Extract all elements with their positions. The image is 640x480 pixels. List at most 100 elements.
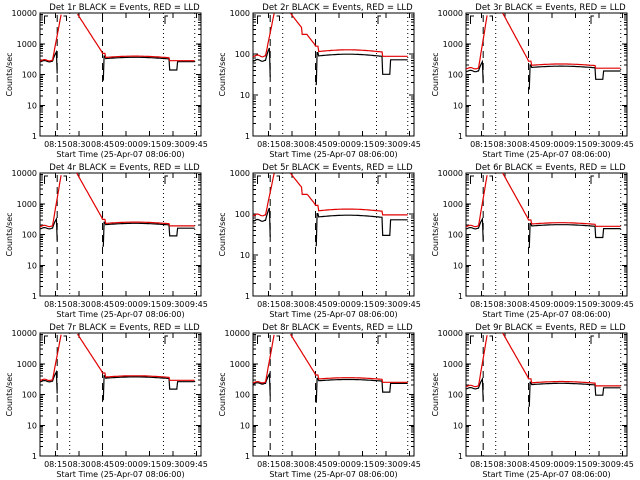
y-tick-label: 100 [448,391,463,400]
y-tick-label: 10 [453,101,463,110]
bracket-annotation [377,15,382,24]
x-tick-label: 08:45 [517,140,540,149]
events-series-line [252,371,408,403]
x-tick-label: 08:45 [91,300,114,309]
events-series-line [465,59,621,90]
x-tick-label: 08:15 [470,140,493,149]
y-axis-label: Counts/sec [218,52,227,96]
panel-3: Det 3r BLACK = Events, RED = LLD 1 10 100 10… [431,3,634,159]
y-tick-label: 100 [22,231,37,240]
y-tick-label: 10 [240,421,250,430]
y-tick-label: 1000 [17,40,37,49]
x-tick-label: 09:15 [138,300,161,309]
x-tick-label: 09:45 [185,140,208,149]
y-tick-label: 10 [240,251,250,260]
y-tick-label: 1000 [230,9,250,18]
y-tick-label: 100 [448,231,463,240]
lld-series-line [39,333,195,382]
x-tick-label: 08:45 [517,300,540,309]
x-tick-label: 09:15 [351,300,374,309]
y-tick-label: 10000 [12,329,37,338]
x-tick-label: 08:45 [91,140,114,149]
x-tick-label: 09:30 [587,140,610,149]
x-tick-label: 08:15 [257,140,280,149]
bracket-annotation [63,15,68,21]
x-tick-label: 09:00 [114,300,137,309]
panel-title: Det 1r BLACK = Events, RED = LLD [49,3,200,13]
x-tick-label: 09:00 [540,140,563,149]
events-series-line [39,49,195,81]
x-tick-label: 09:15 [138,140,161,149]
y-tick-label: 10000 [225,329,250,338]
y-tick-label: 10000 [438,169,463,178]
bracket-annotation [590,175,595,184]
bracket-annotation [590,335,595,344]
x-tick-label: 09:15 [351,140,374,149]
y-tick-label: 100 [22,391,37,400]
x-tick-label: 09:30 [374,300,397,309]
y-axis-label: Counts/sec [431,212,440,256]
plot-frame [252,172,415,297]
x-tick-label: 09:15 [351,460,374,469]
y-tick-label: 1 [32,452,37,461]
panel-title: Det 6r BLACK = Events, RED = LLD [475,163,626,173]
x-tick-label: 09:45 [185,300,208,309]
x-tick-label: 08:30 [494,300,517,309]
y-axis-label: Counts/sec [5,52,14,96]
x-tick-label: 08:45 [304,460,327,469]
plot-frame [252,332,415,457]
x-tick-label: 09:15 [564,460,587,469]
x-axis-label: Start Time (25-Apr-07 08:06:00) [56,470,184,479]
bracket-annotation [590,15,595,24]
y-tick-label: 1000 [230,169,250,178]
bracket-annotation [44,15,48,24]
y-tick-label: 100 [235,210,250,219]
lld-series-line [465,172,621,228]
panel-4: Det 4r BLACK = Events, RED = LLD 1 10 100 10… [5,163,208,319]
panel-title: Det 7r BLACK = Events, RED = LLD [49,323,200,333]
y-tick-label: 1 [245,292,250,301]
y-tick-label: 1 [458,292,463,301]
bracket-annotation [164,335,169,344]
bracket-annotation [489,175,494,181]
x-tick-label: 09:00 [114,140,137,149]
lld-series-line [252,12,408,58]
x-tick-label: 08:15 [470,300,493,309]
x-tick-label: 08:30 [281,300,304,309]
x-tick-label: 08:45 [517,460,540,469]
x-tick-label: 09:00 [327,300,350,309]
x-axis-label: Start Time (25-Apr-07 08:06:00) [482,310,610,319]
x-tick-label: 09:30 [161,300,184,309]
lld-series-line [39,13,195,62]
y-tick-label: 10 [27,421,37,430]
y-tick-label: 10 [27,261,37,270]
events-series-line [252,47,408,86]
x-axis-label: Start Time (25-Apr-07 08:06:00) [269,470,397,479]
y-tick-label: 100 [235,391,250,400]
panel-5: Det 5r BLACK = Events, RED = LLD 1 10 100 10… [218,163,421,319]
events-series-line [39,369,195,401]
x-tick-label: 08:45 [304,140,327,149]
y-tick-label: 1000 [443,360,463,369]
y-tick-label: 1 [458,132,463,141]
x-tick-label: 08:15 [44,140,67,149]
y-axis-label: Counts/sec [218,372,227,416]
lld-series-line [465,332,621,388]
lld-series-line [465,12,621,70]
panel-9: Det 9r BLACK = Events, RED = LLD 1 10 100 10… [431,323,634,479]
lld-series-line [252,333,408,384]
plot-frame [39,12,202,137]
bracket-annotation [44,335,48,344]
y-tick-label: 1 [245,132,250,141]
y-tick-label: 1000 [443,200,463,209]
bracket-annotation [276,175,281,181]
y-tick-label: 10 [453,421,463,430]
bracket-annotation [164,15,169,24]
x-tick-label: 09:45 [185,460,208,469]
bracket-annotation [470,15,474,24]
bracket-annotation [257,15,261,24]
x-tick-label: 09:45 [611,140,634,149]
bracket-annotation [276,15,281,21]
bracket-annotation [489,15,494,21]
lld-series-line [252,172,408,217]
